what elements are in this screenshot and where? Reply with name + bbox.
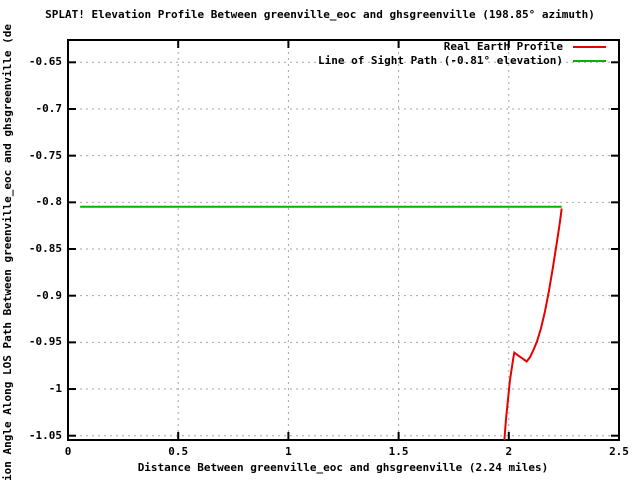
y-tick-label: -1	[48, 382, 62, 396]
legend-item-line-of-sight: Line of Sight Path (-0.81° elevation)	[318, 54, 606, 68]
plot-border	[67, 39, 620, 441]
legend: Real Earth Profile Line of Sight Path (-…	[318, 40, 606, 68]
x-tick-label: 1	[285, 445, 292, 458]
x-tick-label: 1.5	[388, 445, 409, 458]
y-tick-label: -1.05	[28, 428, 62, 442]
y-tick-label: -0.8	[35, 195, 63, 209]
legend-sample-line-red	[573, 46, 606, 48]
x-tick-label: 2.5	[609, 445, 629, 458]
y-tick-label: -0.7	[35, 101, 63, 115]
legend-item-real-earth-profile: Real Earth Profile	[318, 40, 606, 54]
x-axis-label: Distance Between greenville_eoc and ghsg…	[137, 461, 549, 474]
y-tick-label: -0.9	[35, 288, 63, 302]
y-tick-label: -0.85	[28, 242, 62, 255]
series-real-earth-profile	[503, 208, 563, 441]
y-tick-label: -0.65	[28, 55, 62, 69]
legend-sample-line-green	[573, 60, 606, 62]
x-tick-label: 0.5	[168, 445, 189, 458]
y-tick-label: -0.95	[28, 335, 62, 349]
legend-label: Real Earth Profile	[443, 40, 563, 53]
y-tick-label: -0.75	[28, 148, 62, 162]
chart-title: SPLAT! Elevation Profile Between greenvi…	[45, 8, 595, 21]
legend-label: Line of Sight Path (-0.81° elevation)	[317, 54, 563, 67]
x-tick-label: 2	[505, 445, 513, 458]
x-tick-label: 0	[64, 445, 72, 458]
